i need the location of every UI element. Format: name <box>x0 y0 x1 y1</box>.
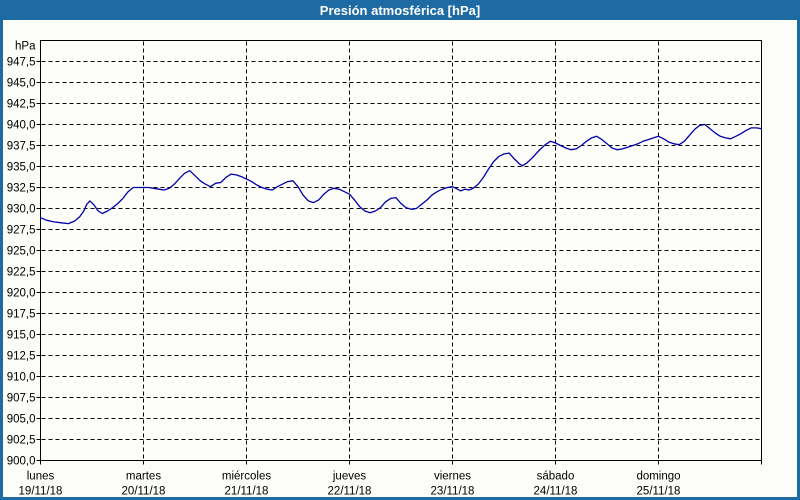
x-day-label: viernes <box>434 471 471 483</box>
y-tick-label: 922,5 <box>7 267 36 279</box>
y-tick-label: 902,5 <box>7 435 36 447</box>
y-tick-label: 920,0 <box>7 288 36 300</box>
y-tick-label: 907,5 <box>7 393 36 405</box>
y-tick-label: 940,0 <box>7 120 36 132</box>
y-tick-label: 915,0 <box>7 330 36 342</box>
x-date-label: 20/11/18 <box>122 486 166 498</box>
chart-canvas: 947,5 945,0 942,5 940,0 937,5 935,0 932,5 930,0… <box>3 20 797 497</box>
y-tick-label: 927,5 <box>7 225 36 237</box>
pressure-series-line <box>39 123 763 225</box>
y-tick-label: 912,5 <box>7 351 36 363</box>
x-day-label: miércoles <box>222 471 271 483</box>
chart-title-bar: Presión atmosférica [hPa] <box>0 0 800 20</box>
y-axis-unit-label: hPa <box>15 41 36 53</box>
y-tick-label: 947,5 <box>7 57 36 69</box>
x-date-label: 25/11/18 <box>637 486 681 498</box>
chart-title: Presión atmosférica [hPa] <box>319 2 481 18</box>
y-tick-label: 942,5 <box>7 99 36 111</box>
y-tick-label: 900,0 <box>7 456 36 468</box>
x-day-label: jueves <box>332 471 366 483</box>
y-tick-label: 937,5 <box>7 141 36 153</box>
x-day-label: sábado <box>537 471 575 483</box>
x-date-label: 23/11/18 <box>431 486 475 498</box>
x-day-label: martes <box>126 471 161 483</box>
y-tick-label: 930,0 <box>7 204 36 216</box>
x-day-label: lunes <box>27 471 55 483</box>
y-tick-label: 905,0 <box>7 414 36 426</box>
x-date-label: 24/11/18 <box>534 486 578 498</box>
y-tick-label: 917,5 <box>7 309 36 321</box>
y-tick-label: 925,0 <box>7 246 36 258</box>
pressure-chart: 947,5 945,0 942,5 940,0 937,5 935,0 932,5 930,0… <box>7 40 763 498</box>
y-tick-label: 932,5 <box>7 183 36 195</box>
x-date-label: 22/11/18 <box>328 486 372 498</box>
x-day-label: domingo <box>636 471 680 483</box>
y-tick-label: 910,0 <box>7 372 36 384</box>
x-date-label: 21/11/18 <box>225 486 269 498</box>
y-tick-label: 935,0 <box>7 162 36 174</box>
x-date-label: 19/11/18 <box>19 486 63 498</box>
y-tick-label: 945,0 <box>7 78 36 90</box>
